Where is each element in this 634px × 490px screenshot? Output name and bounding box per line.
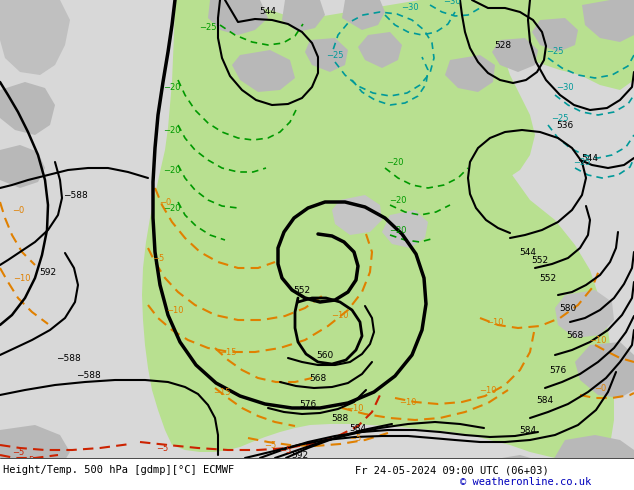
Text: 552: 552 xyxy=(540,273,557,283)
Polygon shape xyxy=(342,0,385,30)
Text: © weatheronline.co.uk: © weatheronline.co.uk xyxy=(460,477,592,487)
Text: −20: −20 xyxy=(163,203,181,213)
Text: Height/Temp. 500 hPa [gdmp][°C] ECMWF: Height/Temp. 500 hPa [gdmp][°C] ECMWF xyxy=(3,465,234,475)
Text: −30: −30 xyxy=(556,83,574,93)
Text: 584: 584 xyxy=(349,423,366,433)
Text: −10: −10 xyxy=(589,336,607,344)
Text: 592: 592 xyxy=(39,268,56,276)
Polygon shape xyxy=(0,145,45,188)
Text: −0: −0 xyxy=(594,384,606,392)
Polygon shape xyxy=(208,0,268,35)
Text: −25: −25 xyxy=(573,157,591,167)
Text: 568: 568 xyxy=(566,330,584,340)
Polygon shape xyxy=(445,55,495,92)
Polygon shape xyxy=(382,210,428,248)
Text: −10: −10 xyxy=(399,397,417,407)
Text: −30: −30 xyxy=(443,0,461,6)
Text: 568: 568 xyxy=(309,373,327,383)
Polygon shape xyxy=(555,290,614,338)
Polygon shape xyxy=(478,455,548,490)
Text: −5: −5 xyxy=(156,443,168,452)
Polygon shape xyxy=(582,0,634,42)
Polygon shape xyxy=(232,50,295,92)
Text: 544: 544 xyxy=(259,7,276,17)
Text: −25: −25 xyxy=(199,24,217,32)
Polygon shape xyxy=(492,38,538,72)
Polygon shape xyxy=(532,18,578,52)
Text: 552: 552 xyxy=(294,286,311,294)
Text: −25: −25 xyxy=(327,50,344,59)
Text: −0: −0 xyxy=(12,205,24,215)
Text: −588: −588 xyxy=(63,191,87,199)
Text: 536: 536 xyxy=(557,121,574,129)
Text: −20: −20 xyxy=(163,83,181,93)
Polygon shape xyxy=(142,0,634,460)
Text: −588: −588 xyxy=(75,370,100,379)
Text: −0: −0 xyxy=(159,197,171,206)
Text: Fr 24-05-2024 09:00 UTC (06+03): Fr 24-05-2024 09:00 UTC (06+03) xyxy=(355,465,549,475)
Polygon shape xyxy=(0,0,70,75)
Text: −10: −10 xyxy=(13,273,31,283)
Polygon shape xyxy=(282,0,325,32)
Text: 592: 592 xyxy=(292,450,309,460)
Text: −10: −10 xyxy=(346,403,364,413)
Text: −20: −20 xyxy=(389,225,407,235)
Text: −5: −5 xyxy=(264,441,276,449)
Polygon shape xyxy=(552,435,634,490)
Text: −20: −20 xyxy=(386,157,404,167)
Text: −5: −5 xyxy=(12,447,24,457)
Bar xyxy=(0,458,634,490)
Text: 580: 580 xyxy=(559,303,577,313)
Text: 576: 576 xyxy=(299,399,316,409)
Text: −10: −10 xyxy=(486,318,504,326)
Text: −5: −5 xyxy=(349,434,361,442)
Text: −5: −5 xyxy=(279,445,291,455)
Text: −25: −25 xyxy=(551,114,569,122)
Text: 584: 584 xyxy=(519,425,536,435)
Text: −10: −10 xyxy=(331,311,349,319)
Text: −10: −10 xyxy=(166,305,184,315)
Text: −10: −10 xyxy=(479,386,497,394)
Text: −588: −588 xyxy=(56,353,81,363)
Polygon shape xyxy=(575,342,634,398)
Polygon shape xyxy=(358,32,402,68)
Text: 576: 576 xyxy=(550,366,567,374)
Text: 584: 584 xyxy=(536,395,553,405)
Polygon shape xyxy=(0,425,70,475)
Text: 544: 544 xyxy=(581,153,598,163)
Polygon shape xyxy=(0,82,55,135)
Text: 560: 560 xyxy=(316,350,333,360)
Text: 588: 588 xyxy=(332,414,349,422)
Text: 544: 544 xyxy=(519,247,536,256)
Text: −20: −20 xyxy=(163,166,181,174)
Text: −5: −5 xyxy=(22,456,34,465)
Text: −15: −15 xyxy=(219,347,236,357)
Text: −25: −25 xyxy=(547,48,564,56)
Text: 552: 552 xyxy=(531,255,548,265)
Polygon shape xyxy=(305,38,348,72)
Text: −5: −5 xyxy=(152,253,164,263)
Polygon shape xyxy=(0,475,55,490)
Text: 528: 528 xyxy=(495,41,512,49)
Text: −30: −30 xyxy=(401,3,419,13)
Polygon shape xyxy=(470,0,570,45)
Polygon shape xyxy=(332,195,382,235)
Text: −20: −20 xyxy=(163,125,181,134)
Text: −15: −15 xyxy=(213,388,231,396)
Text: −20: −20 xyxy=(389,196,407,204)
